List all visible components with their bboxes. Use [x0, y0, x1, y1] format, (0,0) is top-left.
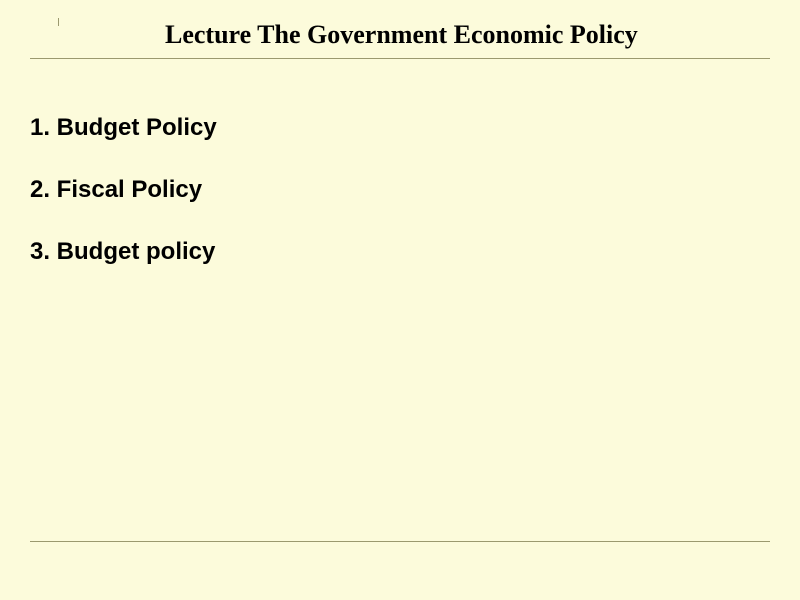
- slide-body: 1. Budget Policy 2. Fiscal Policy 3. Bud…: [30, 114, 770, 266]
- slide: Lecture The Government Economic Policy 1…: [0, 0, 800, 600]
- bottom-rule: [30, 541, 770, 542]
- outline-item: 1. Budget Policy: [30, 114, 770, 142]
- outline-item: 2. Fiscal Policy: [30, 176, 770, 204]
- slide-title: Lecture The Government Economic Policy: [30, 20, 770, 50]
- title-rule: Lecture The Government Economic Policy: [30, 20, 770, 59]
- title-tick: [58, 18, 59, 26]
- outline-item: 3. Budget policy: [30, 238, 770, 266]
